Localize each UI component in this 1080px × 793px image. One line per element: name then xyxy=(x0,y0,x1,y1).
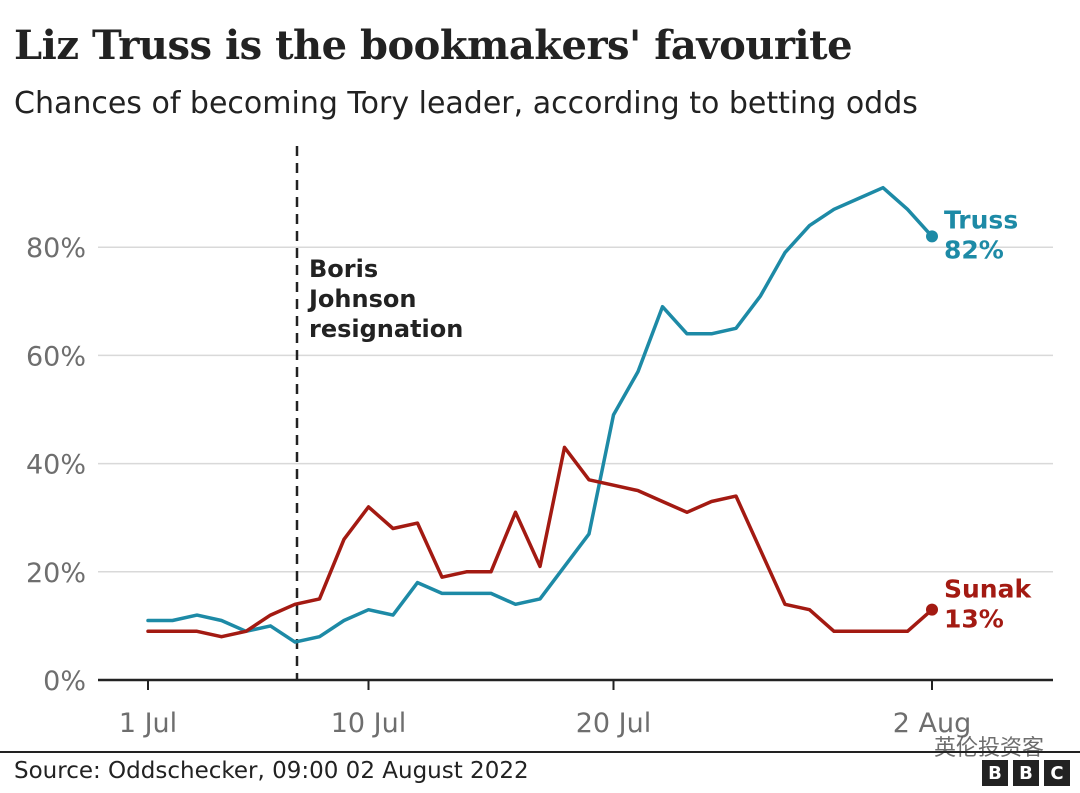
sunak-value-label: 13% xyxy=(944,605,1004,634)
line-chart: 0% 20% 40% 60% 80% 1 Jul 10 Jul 20 Jul 2 Aug Bori… xyxy=(26,146,1053,739)
annotation-label: Boris xyxy=(309,255,378,283)
bbc-logo: B B C xyxy=(982,760,1070,786)
sunak-end-point xyxy=(926,603,938,616)
truss-line xyxy=(146,185,934,644)
x-tick-label: 10 Jul xyxy=(331,708,407,739)
y-tick-label: 20% xyxy=(26,558,86,589)
x-tick-label: 1 Jul xyxy=(119,708,177,739)
y-tick-label: 80% xyxy=(26,233,86,264)
watermark-text: 英伦投资客 xyxy=(933,736,1044,761)
annotation-label: resignation xyxy=(309,315,463,343)
logo-letter: B xyxy=(1013,760,1039,786)
truss-value-label: 82% xyxy=(944,235,1004,264)
truss-end-point xyxy=(926,230,938,243)
annotation-label: Johnson xyxy=(307,285,416,313)
source-note: Source: Oddschecker, 09:00 02 August 202… xyxy=(14,758,529,784)
x-tick-label: 2 Aug xyxy=(893,708,971,739)
x-tick-label: 20 Jul xyxy=(576,708,652,739)
logo-letter: B xyxy=(982,760,1008,786)
y-tick-label: 0% xyxy=(43,666,86,697)
logo-letter: C xyxy=(1044,760,1070,786)
chart-title: Liz Truss is the bookmakers' favourite xyxy=(14,22,853,69)
sunak-line xyxy=(146,445,934,639)
y-tick-label: 60% xyxy=(26,341,86,372)
chart-subtitle: Chances of becoming Tory leader, accordi… xyxy=(14,86,918,121)
truss-name-label: Truss xyxy=(944,205,1018,234)
sunak-name-label: Sunak xyxy=(944,575,1032,604)
footer-divider xyxy=(0,751,1080,753)
y-tick-label: 40% xyxy=(26,450,86,481)
